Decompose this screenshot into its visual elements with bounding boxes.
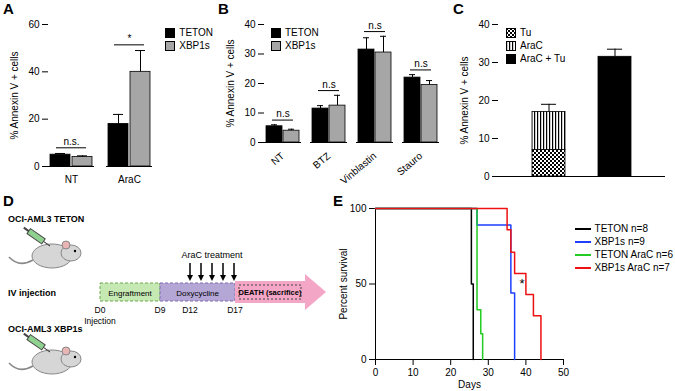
svg-text:DEATH (sacrifice): DEATH (sacrifice) bbox=[239, 288, 302, 297]
svg-text:n.s: n.s bbox=[322, 79, 335, 90]
html-text:TETON: TETON bbox=[285, 27, 319, 38]
svg-text:30: 30 bbox=[478, 57, 490, 68]
svg-text:Engraftment: Engraftment bbox=[108, 289, 152, 298]
html-text:TETON: TETON bbox=[179, 27, 213, 38]
svg-text:n.s: n.s bbox=[368, 20, 381, 31]
svg-text:20: 20 bbox=[244, 78, 256, 89]
svg-text:% Annexin V + cells: % Annexin V + cells bbox=[9, 51, 20, 139]
svg-text:Doxycycline: Doxycycline bbox=[176, 289, 219, 298]
svg-text:n.s: n.s bbox=[276, 108, 289, 119]
svg-text:BTZ: BTZ bbox=[311, 150, 333, 171]
svg-text:OCI-AML3 XBP1s: OCI-AML3 XBP1s bbox=[8, 324, 83, 334]
svg-text:40: 40 bbox=[244, 19, 256, 30]
svg-text:Vinblastin: Vinblastin bbox=[338, 150, 378, 186]
svg-text:*: * bbox=[520, 276, 525, 291]
svg-text:Days: Days bbox=[458, 379, 481, 390]
html-text:D: D bbox=[3, 192, 14, 209]
svg-text:10: 10 bbox=[408, 367, 420, 378]
svg-text:*: * bbox=[128, 33, 132, 44]
svg-text:% Annexin V + cells: % Annexin V + cells bbox=[225, 39, 236, 127]
html-text:E: E bbox=[333, 192, 343, 209]
svg-text:D0: D0 bbox=[95, 305, 106, 315]
html-text:AraC + Tu: AraC + Tu bbox=[520, 53, 566, 64]
svg-text:Stauro: Stauro bbox=[395, 150, 425, 178]
html-text:TETON n=8: TETON n=8 bbox=[594, 223, 648, 234]
svg-text:10: 10 bbox=[244, 107, 256, 118]
svg-text:40: 40 bbox=[520, 367, 532, 378]
svg-text:100: 100 bbox=[350, 203, 367, 214]
svg-text:20: 20 bbox=[445, 367, 457, 378]
svg-text:OCI-AML3 TETON: OCI-AML3 TETON bbox=[8, 214, 84, 224]
html-text:XBP1s AraC n=7: XBP1s AraC n=7 bbox=[594, 262, 670, 273]
svg-text:0: 0 bbox=[484, 171, 490, 182]
svg-text:AraC: AraC bbox=[118, 174, 141, 185]
svg-text:20: 20 bbox=[28, 113, 40, 124]
svg-text:D12: D12 bbox=[182, 305, 198, 315]
html-text:Tu: Tu bbox=[520, 27, 532, 38]
svg-text:40: 40 bbox=[478, 19, 490, 30]
html-text:B: B bbox=[218, 0, 229, 17]
html-text:A: A bbox=[3, 0, 14, 17]
svg-text:50: 50 bbox=[558, 367, 570, 378]
svg-text:0: 0 bbox=[34, 161, 40, 172]
svg-text:60: 60 bbox=[28, 19, 40, 30]
svg-text:40: 40 bbox=[28, 66, 40, 77]
svg-text:0: 0 bbox=[373, 367, 379, 378]
svg-text:0: 0 bbox=[361, 354, 367, 365]
svg-text:30: 30 bbox=[244, 48, 256, 59]
svg-text:NT: NT bbox=[269, 150, 286, 167]
svg-text:Injection: Injection bbox=[84, 316, 116, 326]
svg-text:n.s: n.s bbox=[414, 58, 427, 69]
svg-text:20: 20 bbox=[478, 95, 490, 106]
html-text:XBP1s: XBP1s bbox=[285, 40, 316, 51]
html-text:C: C bbox=[453, 0, 464, 17]
svg-text:% Annexin V + cells: % Annexin V + cells bbox=[459, 56, 470, 144]
html-text:AraC: AraC bbox=[520, 40, 543, 51]
svg-text:0: 0 bbox=[250, 137, 256, 148]
svg-text:10: 10 bbox=[478, 133, 490, 144]
svg-text:NT: NT bbox=[65, 174, 78, 185]
svg-text:IV injection: IV injection bbox=[8, 288, 56, 298]
svg-text:n.s.: n.s. bbox=[63, 136, 79, 147]
svg-text:D9: D9 bbox=[155, 305, 166, 315]
svg-text:AraC treatment: AraC treatment bbox=[181, 250, 243, 260]
html-text:XBP1s: XBP1s bbox=[179, 40, 210, 51]
svg-text:50: 50 bbox=[355, 278, 367, 289]
html-text:XBP1s n=9: XBP1s n=9 bbox=[594, 236, 645, 247]
svg-text:D17: D17 bbox=[227, 305, 243, 315]
svg-text:30: 30 bbox=[483, 367, 495, 378]
html-text:TETON AraC n=6: TETON AraC n=6 bbox=[594, 249, 673, 260]
svg-text:Percent survival: Percent survival bbox=[338, 248, 349, 319]
